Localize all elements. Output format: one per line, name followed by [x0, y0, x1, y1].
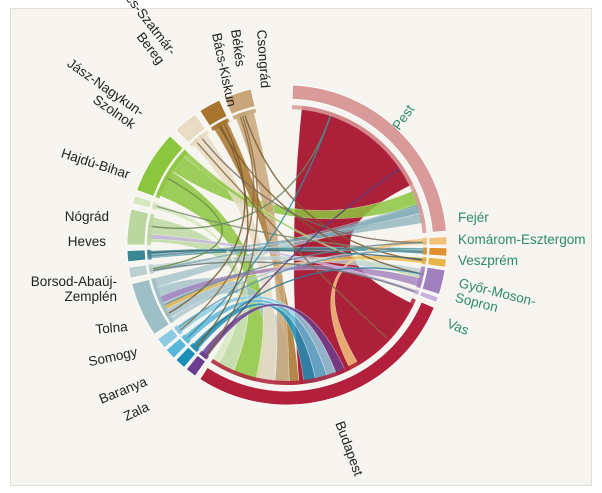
arc-inner-komarom [422, 247, 427, 255]
arc-inner-hajdu [147, 213, 155, 245]
label-borsod: Borsod-Abaúj-Zemplén [31, 274, 117, 304]
arc-bacs [175, 113, 207, 144]
label-gyor: Győr-Moson-Sopron [454, 275, 538, 323]
strand-hajdu-pest [148, 112, 333, 230]
strand-borsod-fejer [160, 241, 427, 308]
strand-bekes-borsod [165, 120, 246, 316]
arc-inner-tolna [173, 324, 183, 335]
arc-inner-heves [148, 263, 154, 275]
strand-nograd-veszprem [147, 249, 427, 261]
arc-inner-szabolcs [155, 149, 188, 199]
arc-inner-nograd [147, 249, 152, 260]
arc-baranya [175, 346, 197, 369]
label-heves: Heves [68, 234, 107, 249]
strand-zala-pest [203, 166, 404, 359]
arc-borsod [131, 278, 170, 336]
arc-nograd [126, 249, 147, 263]
arc-csongrad [223, 88, 256, 115]
strand-szabolcs-heves [149, 176, 223, 271]
label-csongrad: Csongrád [254, 29, 273, 88]
label-komarom: Komárom-Esztergom [458, 232, 586, 247]
arc-inner-veszprem [421, 256, 427, 265]
label-vas: Vas [445, 316, 471, 338]
arc-inner-csongrad [232, 108, 257, 120]
arc-inner-gyor [416, 266, 426, 289]
strand-baranya-gyor [192, 267, 425, 349]
arc-szabolcs [136, 135, 184, 197]
arc-veszprem [427, 256, 447, 268]
arc-vas [419, 290, 439, 303]
strand-tolna-komarom [175, 250, 427, 331]
label-nograd: Nógrád [65, 209, 109, 224]
strand-bacs-fejer [199, 135, 427, 244]
label-tolna: Tolna [95, 319, 129, 337]
label-zala: Zala [121, 399, 152, 424]
label-bekes: Békés [228, 28, 248, 67]
arc-bekes [199, 99, 228, 127]
strand-jasz-komarom [152, 204, 427, 253]
arc-pest [291, 84, 447, 233]
arc-budapest [199, 301, 435, 406]
strand-csongrad-veszprem [243, 111, 427, 262]
arc-komarom [428, 247, 448, 257]
arc-zala [185, 354, 207, 377]
strand-bacs-budapest [194, 139, 390, 341]
label-jasz: Jász-Nagykun-Szolnok [56, 56, 147, 132]
arc-fejer [428, 236, 448, 246]
arc-tolna [156, 327, 179, 349]
label-budapest: Budapest [332, 419, 366, 478]
arc-somogy [165, 337, 188, 359]
label-pest: Pest [389, 102, 417, 133]
arc-inner-somogy [181, 334, 191, 344]
arc-inner-borsod [151, 277, 175, 324]
arc-inner-jasz [151, 201, 158, 210]
arc-inner-baranya [189, 342, 200, 353]
arc-inner-bekes [210, 118, 230, 131]
label-szabolcs: Szabolcs-Szatmár-Bereg [86, 0, 180, 67]
strand-somogy-pest [184, 112, 333, 341]
arc-gyor [421, 266, 446, 295]
arc-inner-zala [198, 350, 209, 360]
strand-csongrad-zala [204, 112, 259, 359]
arc-inner-vas [413, 289, 420, 296]
arc-inner-fejer [422, 237, 427, 245]
arc-heves [128, 264, 149, 279]
arc-jasz [131, 195, 153, 209]
label-somogy: Somogy [87, 344, 139, 369]
ribbon-zala-budapest [199, 303, 347, 377]
arc-inner-bacs [189, 130, 209, 148]
label-fejer: Fejér [458, 210, 489, 225]
label-veszprem: Veszprém [458, 253, 518, 268]
arc-hajdu [126, 208, 150, 246]
strand-bekes-baranya [193, 122, 249, 351]
arcs-layer [126, 84, 448, 406]
label-hajdu: Hajdú-Bihar [59, 146, 132, 182]
